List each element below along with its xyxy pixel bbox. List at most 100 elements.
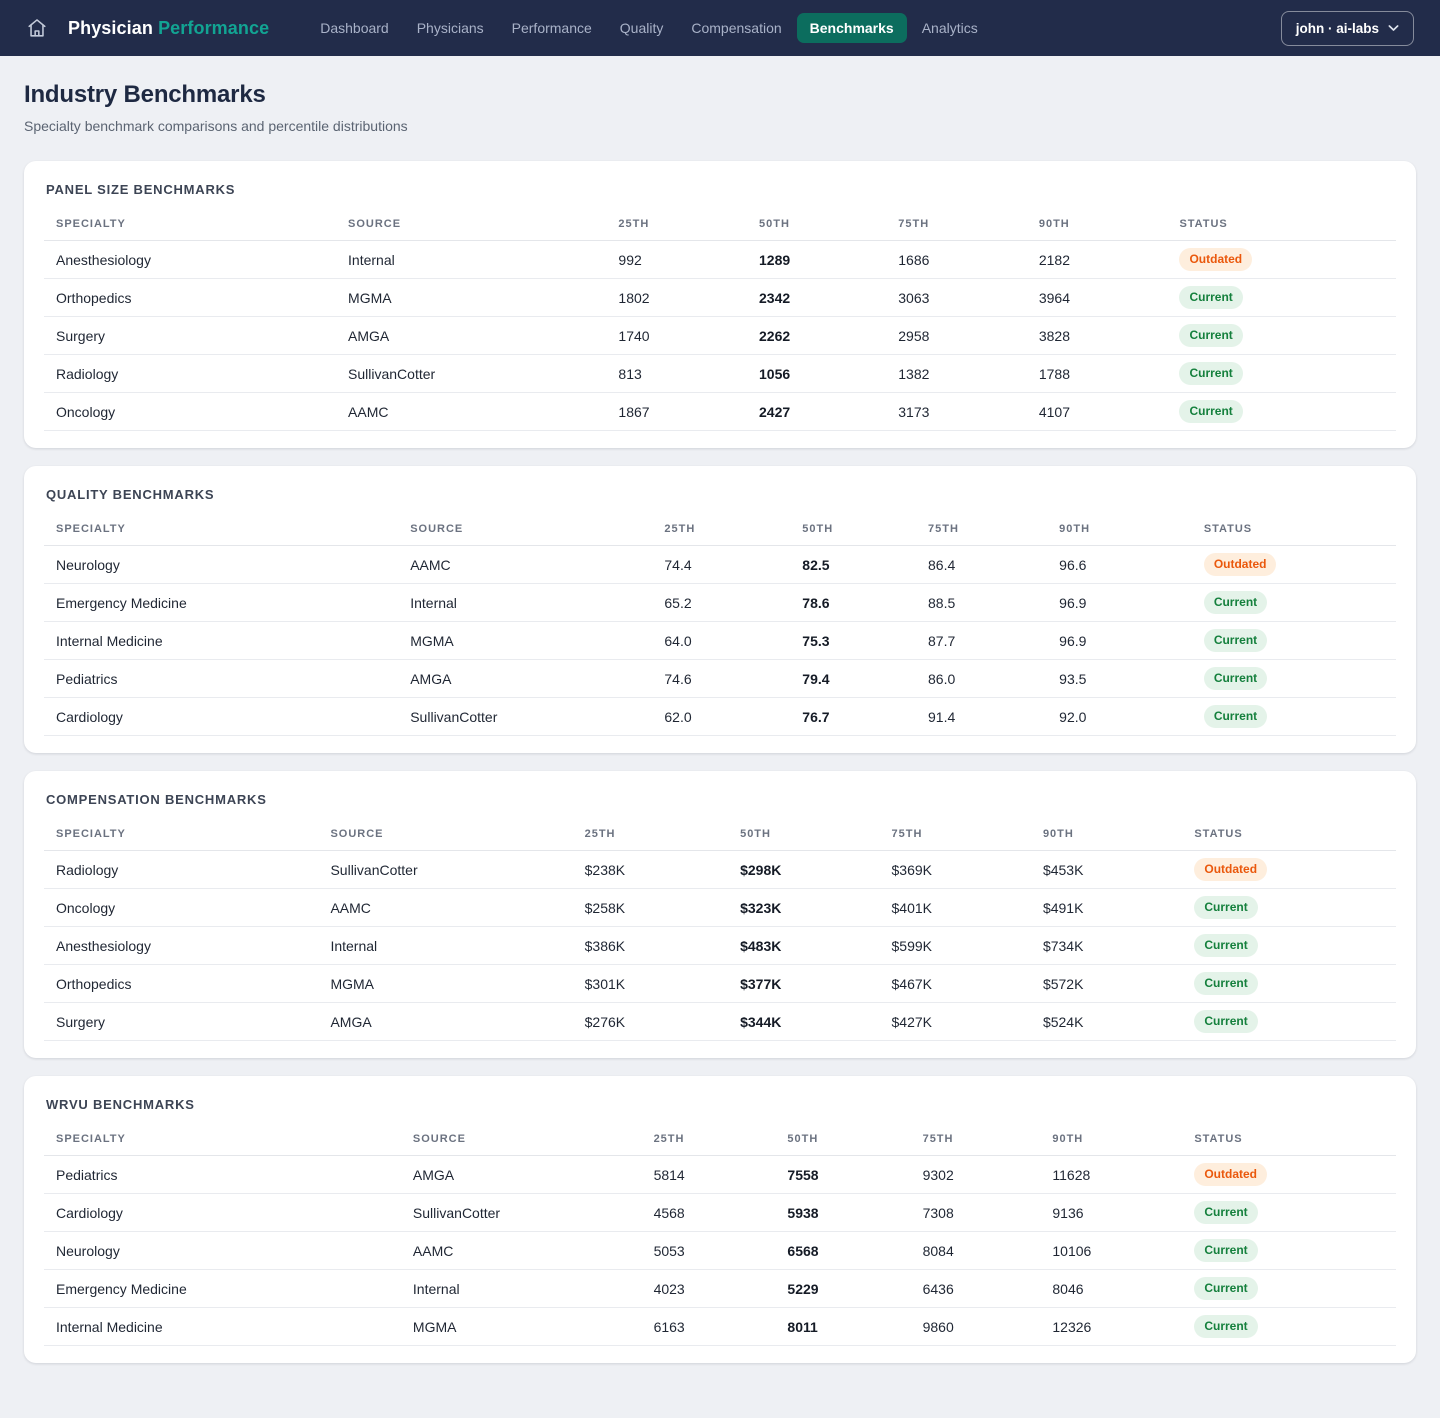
- status-badge: Current: [1194, 1010, 1257, 1033]
- status-cell: Current: [1192, 584, 1396, 622]
- p90-cell: 4107: [1027, 393, 1168, 431]
- nav-item[interactable]: Compensation: [678, 13, 794, 43]
- p50-cell: 6568: [775, 1232, 910, 1270]
- nav-item[interactable]: Analytics: [909, 13, 991, 43]
- status-cell: Outdated: [1192, 546, 1396, 584]
- status-badge: Current: [1204, 629, 1267, 652]
- p90-cell: 96.9: [1047, 584, 1192, 622]
- p50-cell: 2342: [747, 279, 886, 317]
- status-badge: Current: [1204, 705, 1267, 728]
- p75-cell: 3063: [886, 279, 1027, 317]
- panel-size-benchmarks-card: PANEL SIZE BENCHMARKS SPECIALTYSOURCE25T…: [24, 161, 1416, 448]
- wrvu-benchmarks-card: WRVU BENCHMARKS SPECIALTYSOURCE25TH50TH7…: [24, 1076, 1416, 1363]
- source-cell: Internal: [401, 1270, 642, 1308]
- column-header: STATUS: [1192, 517, 1396, 546]
- nav-item[interactable]: Physicians: [404, 13, 497, 43]
- status-badge: Outdated: [1194, 1163, 1267, 1186]
- status-badge: Current: [1194, 1277, 1257, 1300]
- status-badge: Current: [1194, 1315, 1257, 1338]
- table-row: Orthopedics MGMA 1802 2342 3063 3964 Cur…: [44, 279, 1396, 317]
- nav-item[interactable]: Dashboard: [307, 13, 402, 43]
- status-cell: Current: [1182, 1194, 1396, 1232]
- p75-cell: 87.7: [916, 622, 1047, 660]
- status-cell: Outdated: [1182, 1156, 1396, 1194]
- table-row: Anesthesiology Internal $386K $483K $599…: [44, 927, 1396, 965]
- table-row: Surgery AMGA 1740 2262 2958 3828 Current: [44, 317, 1396, 355]
- p90-cell: 96.9: [1047, 622, 1192, 660]
- compensation-benchmarks-table: SPECIALTYSOURCE25TH50TH75TH90THSTATUS Ra…: [44, 822, 1396, 1041]
- p75-cell: 7308: [911, 1194, 1041, 1232]
- p25-cell: 4568: [642, 1194, 776, 1232]
- table-row: Emergency Medicine Internal 4023 5229 64…: [44, 1270, 1396, 1308]
- home-button[interactable]: [24, 15, 50, 41]
- table-row: Orthopedics MGMA $301K $377K $467K $572K…: [44, 965, 1396, 1003]
- source-cell: AAMC: [336, 393, 606, 431]
- specialty-cell: Orthopedics: [44, 965, 318, 1003]
- column-header: SPECIALTY: [44, 822, 318, 851]
- specialty-cell: Surgery: [44, 1003, 318, 1041]
- nav-item[interactable]: Quality: [607, 13, 677, 43]
- page-title: Industry Benchmarks: [24, 81, 1416, 109]
- wrvu-benchmarks-table: SPECIALTYSOURCE25TH50TH75TH90THSTATUS Pe…: [44, 1127, 1396, 1346]
- specialty-cell: Oncology: [44, 889, 318, 927]
- p25-cell: $258K: [573, 889, 728, 927]
- status-badge: Current: [1204, 591, 1267, 614]
- specialty-cell: Oncology: [44, 393, 336, 431]
- specialty-cell: Surgery: [44, 317, 336, 355]
- specialty-cell: Internal Medicine: [44, 622, 398, 660]
- p75-cell: 3173: [886, 393, 1027, 431]
- source-cell: MGMA: [401, 1308, 642, 1346]
- p90-cell: 92.0: [1047, 698, 1192, 736]
- p50-cell: $298K: [728, 851, 879, 889]
- column-header: SOURCE: [401, 1127, 642, 1156]
- p25-cell: 1740: [606, 317, 747, 355]
- nav-item[interactable]: Benchmarks: [797, 13, 907, 43]
- specialty-cell: Pediatrics: [44, 1156, 401, 1194]
- p25-cell: 6163: [642, 1308, 776, 1346]
- p75-cell: 1686: [886, 241, 1027, 279]
- column-header: 50TH: [775, 1127, 910, 1156]
- p50-cell: $377K: [728, 965, 879, 1003]
- card-title: PANEL SIZE BENCHMARKS: [46, 182, 1396, 197]
- column-header: STATUS: [1167, 212, 1396, 241]
- column-header: 75TH: [916, 517, 1047, 546]
- p50-cell: 2427: [747, 393, 886, 431]
- specialty-cell: Cardiology: [44, 1194, 401, 1232]
- specialty-cell: Emergency Medicine: [44, 584, 398, 622]
- status-cell: Outdated: [1167, 241, 1396, 279]
- source-cell: Internal: [398, 584, 652, 622]
- status-badge: Current: [1194, 1239, 1257, 1262]
- nav-item[interactable]: Performance: [499, 13, 605, 43]
- p75-cell: $467K: [880, 965, 1031, 1003]
- column-header: 90TH: [1031, 822, 1182, 851]
- main-content: Industry Benchmarks Specialty benchmark …: [0, 56, 1440, 1405]
- status-cell: Current: [1167, 355, 1396, 393]
- p25-cell: 74.6: [652, 660, 790, 698]
- table-row: Neurology AAMC 5053 6568 8084 10106 Curr…: [44, 1232, 1396, 1270]
- user-menu[interactable]: john · ai-labs: [1281, 11, 1414, 46]
- p90-cell: 3828: [1027, 317, 1168, 355]
- p90-cell: 11628: [1040, 1156, 1182, 1194]
- column-header: 25TH: [652, 517, 790, 546]
- column-header: 50TH: [747, 212, 886, 241]
- column-header: STATUS: [1182, 822, 1396, 851]
- nav-links: Dashboard Physicians Performance Quality…: [307, 13, 991, 43]
- source-cell: AAMC: [398, 546, 652, 584]
- specialty-cell: Radiology: [44, 851, 318, 889]
- card-title: COMPENSATION BENCHMARKS: [46, 792, 1396, 807]
- p50-cell: 2262: [747, 317, 886, 355]
- table-row: Oncology AAMC 1867 2427 3173 4107 Curren…: [44, 393, 1396, 431]
- app-brand: Physician Performance: [68, 18, 269, 39]
- column-header: 75TH: [880, 822, 1031, 851]
- p75-cell: 91.4: [916, 698, 1047, 736]
- status-badge: Current: [1194, 896, 1257, 919]
- compensation-benchmarks-card: COMPENSATION BENCHMARKS SPECIALTYSOURCE2…: [24, 771, 1416, 1058]
- p25-cell: 5814: [642, 1156, 776, 1194]
- source-cell: SullivanCotter: [318, 851, 572, 889]
- source-cell: Internal: [318, 927, 572, 965]
- chevron-down-icon: [1388, 24, 1399, 32]
- column-header: SPECIALTY: [44, 1127, 401, 1156]
- p50-cell: 76.7: [790, 698, 916, 736]
- source-cell: Internal: [336, 241, 606, 279]
- p75-cell: $369K: [880, 851, 1031, 889]
